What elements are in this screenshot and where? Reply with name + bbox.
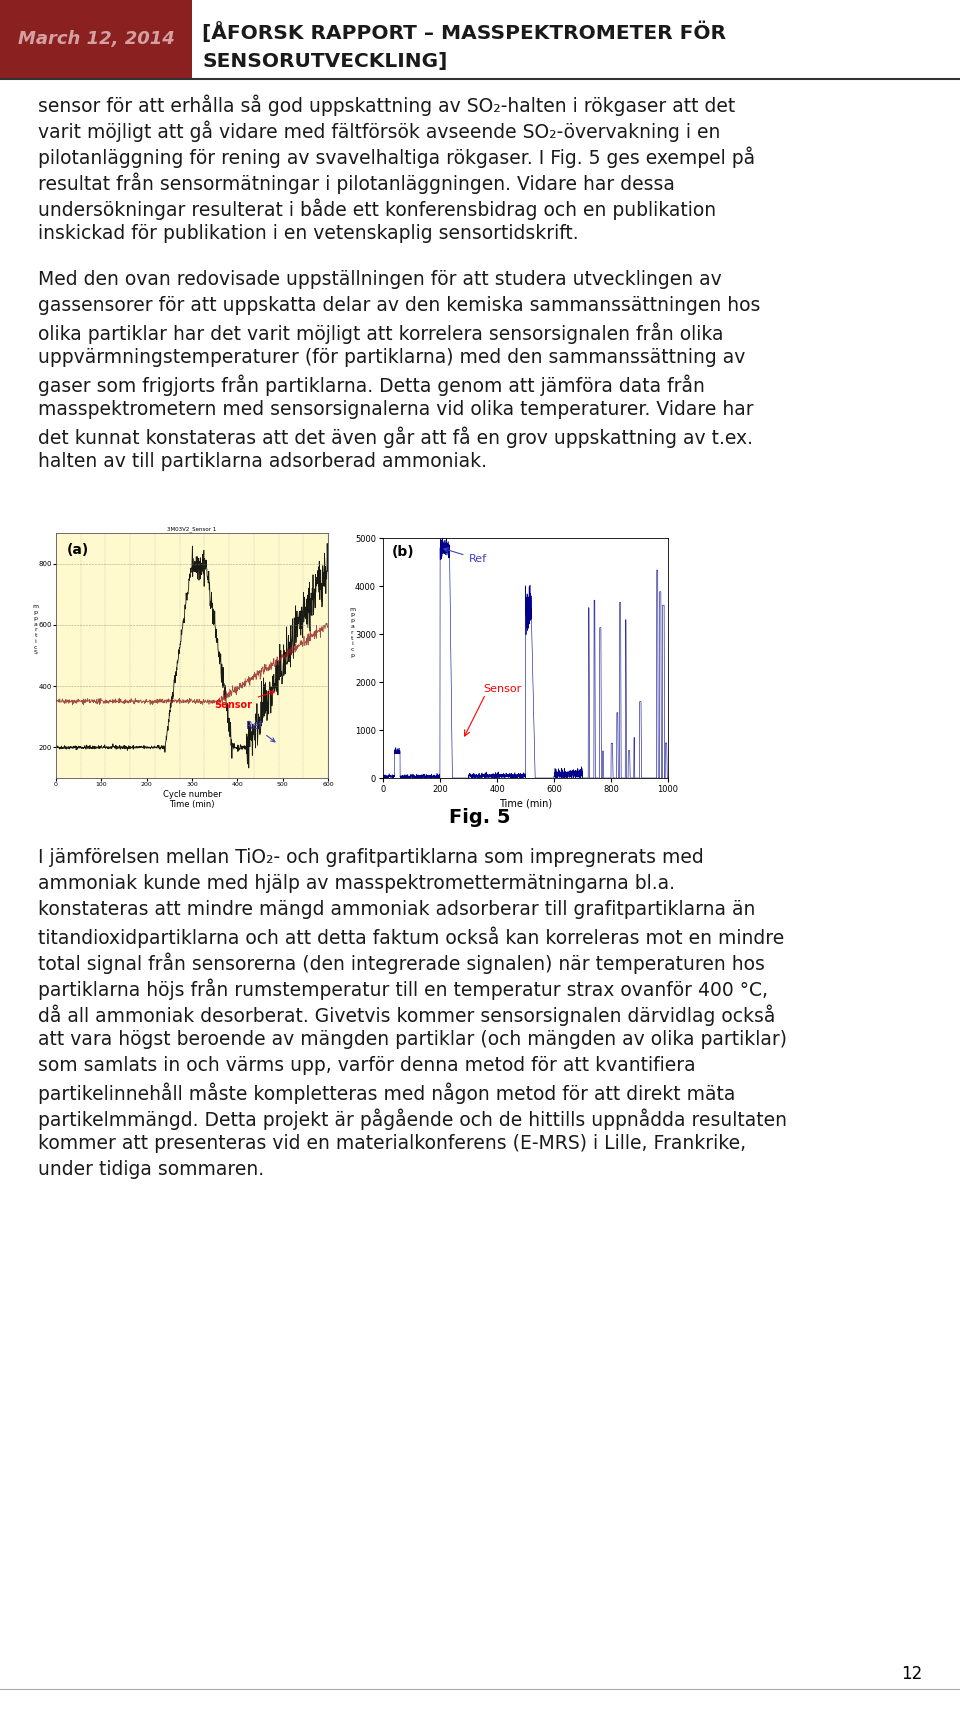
Text: (b): (b): [392, 546, 414, 559]
Text: masspektrometern med sensorsignalerna vid olika temperaturer. Vidare har: masspektrometern med sensorsignalerna vi…: [38, 400, 754, 419]
Text: gaser som frigjorts från partiklarna. Detta genom att jämföra data från: gaser som frigjorts från partiklarna. De…: [38, 375, 705, 395]
Text: som samlats in och värms upp, varför denna metod för att kvantifiera: som samlats in och värms upp, varför den…: [38, 1056, 696, 1075]
Text: pilotanläggning för rening av svavelhaltiga rökgaser. I Fig. 5 ges exempel på: pilotanläggning för rening av svavelhalt…: [38, 145, 756, 168]
Text: (a): (a): [67, 542, 89, 556]
Text: partiklarna höjs från rumstemperatur till en temperatur strax ovanför 400 °C,: partiklarna höjs från rumstemperatur til…: [38, 979, 768, 999]
X-axis label: Time (min): Time (min): [499, 797, 552, 808]
Text: då all ammoniak desorberat. Givetvis kommer sensorsignalen därvidlag också: då all ammoniak desorberat. Givetvis kom…: [38, 1004, 776, 1025]
Text: Med den ovan redovisade uppställningen för att studera utvecklingen av: Med den ovan redovisade uppställningen f…: [38, 270, 722, 289]
Text: partikelinnehåll måste kompletteras med någon metod för att direkt mäta: partikelinnehåll måste kompletteras med …: [38, 1081, 735, 1104]
Text: ammoniak kunde med hjälp av masspektromettermätningarna bl.a.: ammoniak kunde med hjälp av masspektrome…: [38, 874, 675, 893]
Text: sensor för att erhålla så god uppskattning av SO₂-halten i rökgaser att det: sensor för att erhålla så god uppskattni…: [38, 94, 735, 116]
Text: I jämförelsen mellan TiO₂- och grafitpartiklarna som impregnerats med: I jämförelsen mellan TiO₂- och grafitpar…: [38, 849, 704, 867]
Y-axis label: m
p
p
a
r
t
i
c
p: m p p a r t i c p: [349, 607, 355, 659]
Text: varit möjligt att gå vidare med fältförsök avseende SO₂-övervakning i en: varit möjligt att gå vidare med fältförs…: [38, 120, 720, 142]
Y-axis label: m
p
p
a
r
t
i
c
S: m p p a r t i c S: [33, 604, 38, 655]
Text: Sensor: Sensor: [483, 684, 521, 693]
Text: under tidiga sommaren.: under tidiga sommaren.: [38, 1160, 264, 1179]
Text: kommer att presenteras vid en materialkonferens (E-MRS) i Lille, Frankrike,: kommer att presenteras vid en materialko…: [38, 1134, 746, 1153]
Text: Ref: Ref: [247, 720, 275, 743]
Text: att vara högst beroende av mängden partiklar (och mängden av olika partiklar): att vara högst beroende av mängden parti…: [38, 1030, 787, 1049]
Text: total signal från sensorerna (den integrerade signalen) när temperaturen hos: total signal från sensorerna (den integr…: [38, 951, 765, 974]
Text: SENSORUTVECKLING]: SENSORUTVECKLING]: [202, 51, 447, 70]
Text: Fig. 5: Fig. 5: [449, 808, 511, 826]
Text: gassensorer för att uppskatta delar av den kemiska sammanssättningen hos: gassensorer för att uppskatta delar av d…: [38, 296, 760, 315]
Text: olika partiklar har det varit möjligt att korrelera sensorsignalen från olika: olika partiklar har det varit möjligt at…: [38, 322, 724, 344]
Text: Ref: Ref: [444, 548, 487, 565]
Text: konstateras att mindre mängd ammoniak adsorberar till grafitpartiklarna än: konstateras att mindre mängd ammoniak ad…: [38, 900, 756, 919]
Text: undersökningar resulterat i både ett konferensbidrag och en publikation: undersökningar resulterat i både ett kon…: [38, 198, 716, 219]
Text: Sensor: Sensor: [215, 691, 275, 710]
Text: det kunnat konstateras att det även går att få en grov uppskattning av t.ex.: det kunnat konstateras att det även går …: [38, 426, 753, 448]
Text: March 12, 2014: March 12, 2014: [17, 31, 175, 48]
Text: titandioxidpartiklarna och att detta faktum också kan korreleras mot en mindre: titandioxidpartiklarna och att detta fak…: [38, 926, 784, 948]
Text: inskickad för publikation i en vetenskaplig sensortidskrift.: inskickad för publikation i en vetenskap…: [38, 224, 579, 243]
X-axis label: Cycle number
Time (min): Cycle number Time (min): [162, 790, 222, 809]
Title: 3M03V2_Sensor 1: 3M03V2_Sensor 1: [167, 527, 217, 532]
Text: resultat från sensormätningar i pilotanläggningen. Vidare har dessa: resultat från sensormätningar i pilotanl…: [38, 173, 675, 193]
Text: halten av till partiklarna adsorberad ammoniak.: halten av till partiklarna adsorberad am…: [38, 452, 487, 471]
Text: 12: 12: [900, 1665, 922, 1684]
Bar: [0, 0, 192, 79]
Text: uppvärmningstemperaturer (för partiklarna) med den sammanssättning av: uppvärmningstemperaturer (för partiklarn…: [38, 347, 745, 366]
Text: partikelmmängd. Detta projekt är pågående och de hittills uppnådda resultaten: partikelmmängd. Detta projekt är pågåend…: [38, 1109, 787, 1129]
Text: [ÅFORSK RAPPORT – MASSPEKTROMETER FÖR: [ÅFORSK RAPPORT – MASSPEKTROMETER FÖR: [202, 22, 726, 43]
